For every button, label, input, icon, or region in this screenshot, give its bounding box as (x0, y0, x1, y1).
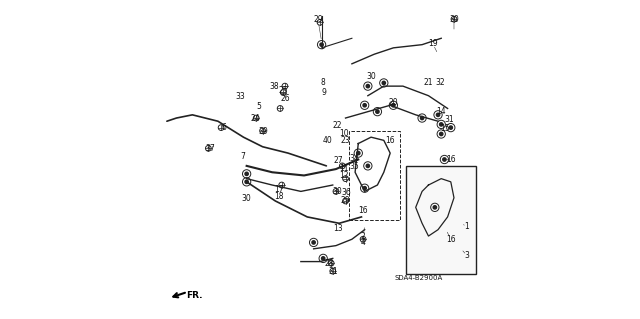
Text: 16: 16 (446, 235, 456, 244)
Text: 32: 32 (435, 78, 445, 87)
Circle shape (356, 152, 360, 155)
Text: 22: 22 (333, 121, 342, 130)
Text: 16: 16 (385, 136, 394, 145)
Text: 2: 2 (360, 232, 365, 241)
Text: 33: 33 (236, 92, 245, 101)
Text: 38: 38 (270, 82, 280, 91)
Text: 30: 30 (449, 15, 459, 24)
Text: 28: 28 (325, 259, 334, 268)
Text: 17: 17 (275, 185, 284, 194)
Text: 37: 37 (205, 144, 215, 152)
Text: 35: 35 (349, 162, 359, 171)
Text: 23: 23 (340, 137, 350, 145)
Text: 11: 11 (339, 164, 349, 173)
Text: 1: 1 (465, 222, 469, 231)
Text: 13: 13 (333, 224, 343, 233)
Text: 39: 39 (259, 127, 268, 136)
Circle shape (321, 257, 325, 260)
Text: 40: 40 (322, 136, 332, 145)
Circle shape (440, 132, 443, 136)
Text: 31: 31 (444, 115, 454, 124)
Circle shape (449, 126, 452, 129)
Text: 34: 34 (349, 154, 359, 163)
Text: 4: 4 (360, 238, 365, 247)
Text: 9: 9 (321, 88, 326, 97)
Text: 30: 30 (332, 187, 342, 196)
Text: 16: 16 (358, 206, 368, 215)
Circle shape (443, 158, 446, 161)
Circle shape (245, 172, 248, 175)
Circle shape (420, 116, 424, 120)
Text: 8: 8 (320, 78, 325, 87)
Text: 24: 24 (250, 114, 260, 123)
Text: 30: 30 (366, 72, 376, 81)
Text: 31: 31 (328, 267, 337, 276)
Text: 5: 5 (256, 102, 261, 111)
Text: 29: 29 (314, 15, 323, 24)
Text: FR.: FR. (186, 291, 202, 300)
Text: 14: 14 (436, 107, 445, 116)
Circle shape (312, 241, 316, 244)
FancyBboxPatch shape (406, 166, 476, 274)
Text: 29: 29 (340, 197, 349, 205)
Text: 25: 25 (278, 86, 288, 95)
Text: 16: 16 (446, 155, 456, 164)
Text: 30: 30 (242, 194, 252, 203)
Text: 19: 19 (428, 39, 438, 48)
Circle shape (433, 206, 436, 209)
Text: 6: 6 (222, 123, 227, 132)
Text: 21: 21 (424, 78, 433, 87)
Text: SDA4-B2900A: SDA4-B2900A (395, 275, 443, 280)
Circle shape (392, 104, 395, 107)
Circle shape (363, 187, 366, 190)
Circle shape (436, 113, 440, 116)
Circle shape (376, 110, 379, 113)
Text: 7: 7 (241, 152, 245, 161)
Text: 20: 20 (388, 98, 398, 107)
Text: 36: 36 (342, 188, 351, 197)
Circle shape (245, 180, 248, 183)
Text: 26: 26 (280, 94, 290, 103)
Circle shape (366, 164, 369, 167)
Text: 12: 12 (339, 171, 349, 180)
Circle shape (320, 43, 323, 46)
Circle shape (363, 104, 366, 107)
Text: 27: 27 (333, 156, 342, 165)
Text: 15: 15 (440, 124, 450, 133)
Circle shape (382, 81, 385, 85)
Text: 3: 3 (464, 251, 469, 260)
Circle shape (440, 123, 443, 126)
Text: 10: 10 (339, 129, 349, 138)
Text: 18: 18 (275, 192, 284, 201)
Circle shape (366, 85, 369, 88)
